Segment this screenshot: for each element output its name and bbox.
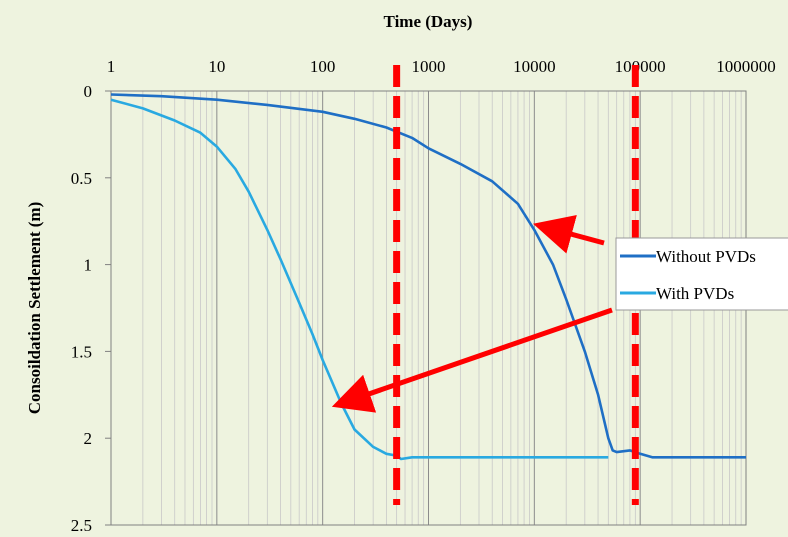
chart-title: Time (Days) — [384, 12, 473, 31]
axis-ticks: 1 10 100 1000 10000 100000 1000000 0 0.5 1 1.5 2 2.5 — [71, 57, 776, 535]
x-tick-label: 1000 — [412, 57, 446, 76]
y-axis-label: Consoildation Settlement (m) — [25, 202, 44, 414]
annotations — [331, 65, 639, 505]
legend-label-without-pvds: Without PVDs — [656, 247, 756, 266]
y-tick-label: 1 — [84, 256, 93, 275]
series-line-without-pvds — [110, 93, 746, 459]
y-tick-label: 2 — [84, 429, 93, 448]
y-tick-label: 2.5 — [71, 516, 92, 535]
x-tick-label: 10000 — [513, 57, 556, 76]
x-tick-label: 10 — [208, 57, 225, 76]
red-arrow — [331, 307, 613, 413]
y-tick-label: 0.5 — [71, 169, 92, 188]
red-arrow — [533, 214, 605, 254]
series-line-with-pvds — [110, 98, 609, 461]
legend-box — [615, 237, 788, 311]
x-tick-label: 100000 — [615, 57, 666, 76]
x-tick-label: 1000000 — [716, 57, 776, 76]
legend: Without PVDs With PVDs — [615, 237, 788, 311]
x-tick-label: 100 — [310, 57, 336, 76]
legend-label-with-pvds: With PVDs — [656, 284, 734, 303]
y-tick-label: 0 — [84, 82, 93, 101]
y-tick-label: 1.5 — [71, 342, 92, 361]
x-tick-label: 1 — [107, 57, 116, 76]
